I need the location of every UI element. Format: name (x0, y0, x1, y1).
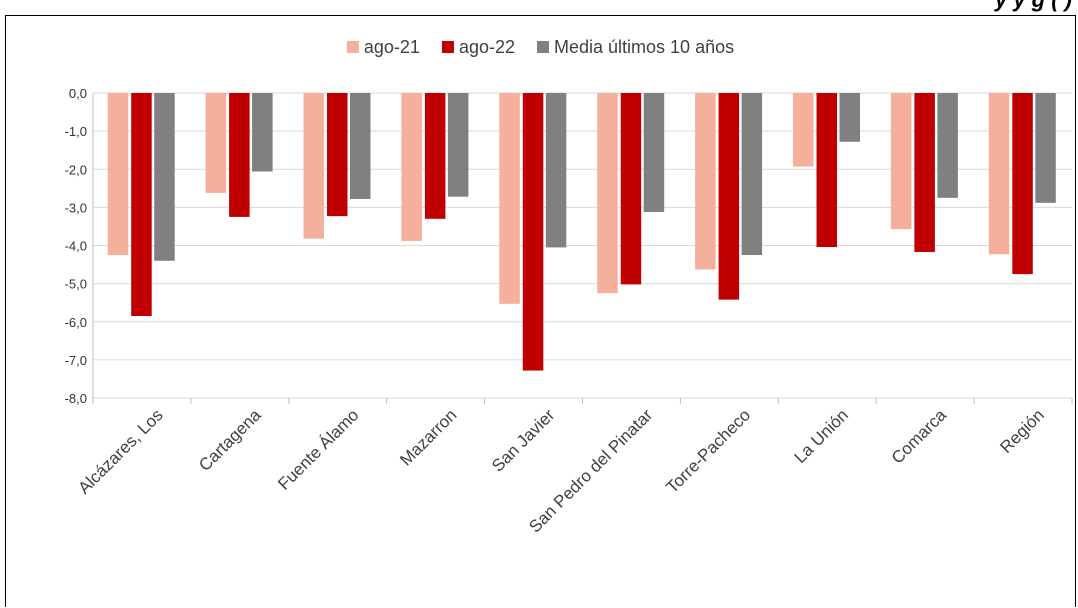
bar-2-8 (937, 93, 958, 198)
y-tick-label: -6,0 (65, 315, 87, 330)
x-category-label: Torre-Pacheco (663, 405, 755, 497)
bar-0-5 (597, 93, 618, 294)
bar-1-9 (1012, 93, 1033, 275)
title-strip: y y g ( ) (0, 0, 1078, 12)
bar-0-8 (890, 93, 912, 230)
bar-1-5 (620, 93, 642, 285)
bar-2-5 (643, 93, 665, 212)
bar-1-8 (914, 93, 935, 252)
bar-1-4 (522, 93, 544, 371)
page-title: y y g ( ) (995, 0, 1072, 11)
legend-label-1: ago-22 (459, 37, 515, 57)
legend: ago-21 ago-22 Media últimos 10 años (346, 37, 734, 57)
y-tick-label: -1,0 (65, 124, 87, 139)
x-category-label: Alcázares, Los (75, 405, 167, 497)
bar-0-2 (303, 93, 324, 239)
x-category-label: Mazarron (396, 405, 460, 469)
legend-swatch-1 (441, 41, 454, 53)
x-category-label: Fuente Álamo (274, 405, 362, 493)
bar-1-6 (718, 93, 740, 300)
y-tick-label: -3,0 (65, 200, 87, 215)
bar-0-4 (499, 93, 520, 304)
bar-2-6 (741, 93, 763, 256)
y-tick-label: -7,0 (65, 353, 87, 368)
bar-2-3 (447, 93, 469, 197)
bar-2-4 (545, 93, 567, 248)
bar-1-7 (816, 93, 837, 248)
legend-label-0: ago-21 (364, 37, 420, 57)
bar-0-7 (793, 93, 814, 167)
x-category-label: La Unión (791, 405, 853, 467)
chart-frame: 0,0 -1,0 -2,0 -3,0 -4,0 -5,0 -6,0 -7,0 -8,0 Alcáz… (5, 15, 1076, 607)
bar-1-0 (131, 93, 152, 317)
bar-0-0 (107, 93, 129, 256)
x-category-label: Región (996, 405, 1048, 457)
bar-2-2 (350, 93, 371, 199)
x-category-label: San Javier (488, 405, 558, 475)
y-tick-label: -5,0 (65, 277, 87, 292)
y-tick-label: -2,0 (65, 162, 87, 177)
bar-chart: 0,0 -1,0 -2,0 -3,0 -4,0 -5,0 -6,0 -7,0 -8,0Alcáz… (65, 37, 1073, 536)
bar-1-3 (424, 93, 446, 219)
bar-2-0 (154, 93, 175, 261)
x-category-label: Cartagena (195, 405, 265, 475)
legend-swatch-0 (346, 41, 359, 53)
bar-1-2 (327, 93, 348, 217)
bar-2-9 (1035, 93, 1056, 203)
legend-label-2: Media últimos 10 años (554, 37, 734, 57)
y-tick-label: -8,0 (65, 391, 87, 406)
bar-0-1 (205, 93, 227, 193)
x-category-label: Comarca (888, 405, 951, 468)
bar-1-1 (229, 93, 250, 217)
bar-0-9 (988, 93, 1010, 255)
legend-swatch-2 (537, 41, 550, 53)
bar-0-3 (401, 93, 422, 241)
bar-2-7 (839, 93, 860, 142)
y-tick-label: -4,0 (65, 239, 87, 254)
bar-0-6 (695, 93, 716, 270)
bar-2-1 (252, 93, 273, 172)
y-tick-label: 0,0 (69, 86, 87, 101)
bars (107, 93, 1056, 371)
